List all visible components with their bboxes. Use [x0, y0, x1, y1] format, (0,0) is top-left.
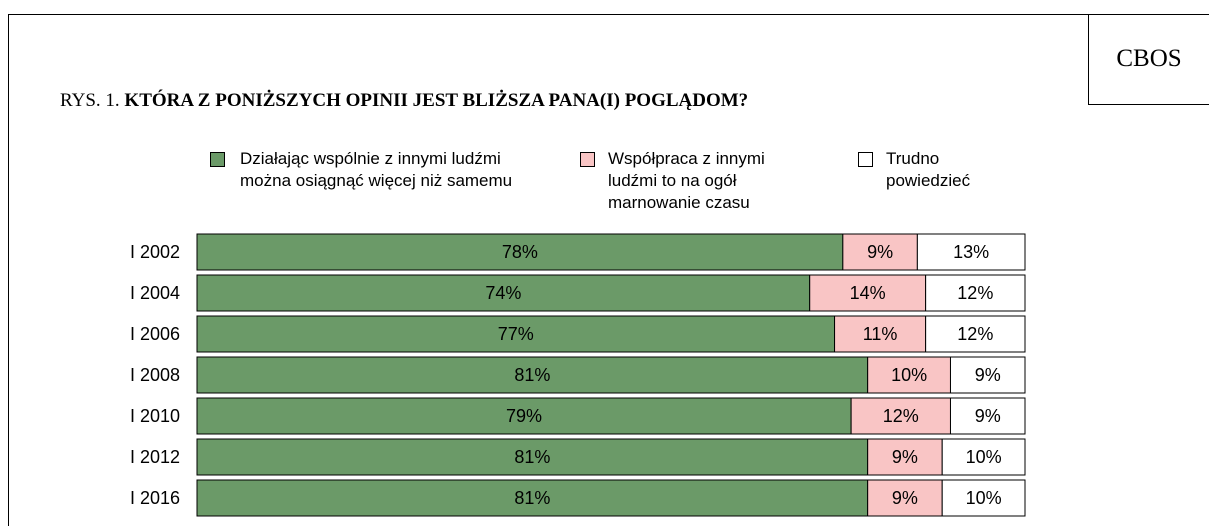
y-tick-label: I 2010: [130, 406, 180, 426]
data-label: 10%: [891, 365, 927, 385]
data-label: 79%: [506, 406, 542, 426]
data-label: 12%: [883, 406, 919, 426]
bar-segment: [925, 315, 1026, 353]
bar-segment: [842, 233, 918, 271]
legend-label: Trudno powiedzieć: [886, 149, 971, 190]
chart-title: RYS. 1. KTÓRA Z PONIŻSZYCH OPINII JEST B…: [60, 90, 748, 112]
data-label: 9%: [975, 406, 1001, 426]
y-tick-label: I 2006: [130, 324, 180, 344]
source-box: CBOS: [1088, 14, 1209, 105]
bar-segment: [941, 479, 1026, 517]
y-tick-label: I 2008: [130, 365, 180, 385]
bar-segment: [834, 315, 927, 353]
data-label: 9%: [892, 488, 918, 508]
title-text: KTÓRA Z PONIŻSZYCH OPINII JEST BLIŻSZA P…: [124, 90, 749, 111]
bar-segment: [867, 479, 943, 517]
y-tick-label: I 2002: [130, 242, 180, 262]
legend-swatch: [858, 152, 873, 167]
data-label: 81%: [514, 447, 550, 467]
bar-segment: [196, 315, 836, 353]
legend-label: Działając wspólnie z innymi ludźmi można…: [240, 149, 513, 190]
data-label: 9%: [867, 242, 893, 262]
bar-segment: [809, 274, 927, 312]
data-label: 81%: [514, 488, 550, 508]
bar-segment: [916, 233, 1026, 271]
bar-segment: [867, 438, 943, 476]
bar-segment: [196, 438, 869, 476]
frame: [8, 14, 1209, 526]
bar-segment: [196, 233, 844, 271]
data-label: 78%: [502, 242, 538, 262]
data-label: 74%: [485, 283, 521, 303]
bar-segment: [949, 397, 1026, 435]
data-label: 11%: [863, 324, 898, 344]
bar-segment: [196, 356, 869, 394]
data-label: 9%: [975, 365, 1001, 385]
y-tick-label: I 2012: [130, 447, 180, 467]
data-label: 77%: [498, 324, 534, 344]
data-label: 10%: [966, 447, 1002, 467]
legend-swatch: [210, 152, 225, 167]
bar-segment: [196, 479, 869, 517]
bar-segment: [941, 438, 1026, 476]
y-tick-label: I 2004: [130, 283, 180, 303]
figure-label: RYS. 1.: [60, 90, 120, 111]
bar-segment: [949, 356, 1026, 394]
data-label: 12%: [957, 324, 993, 344]
data-label: 12%: [957, 283, 993, 303]
bar-segment: [196, 397, 852, 435]
data-label: 81%: [514, 365, 550, 385]
data-label: 10%: [966, 488, 1002, 508]
bar-segment: [925, 274, 1026, 312]
data-label: 13%: [953, 242, 989, 262]
legend-swatch: [580, 152, 595, 167]
bar-segment: [850, 397, 951, 435]
y-tick-label: I 2016: [130, 488, 180, 508]
data-label: 9%: [892, 447, 918, 467]
data-label: 14%: [850, 283, 886, 303]
legend-label: Współpraca z innymi ludźmi to na ogół ma…: [608, 149, 765, 212]
bar-segment: [867, 356, 951, 394]
